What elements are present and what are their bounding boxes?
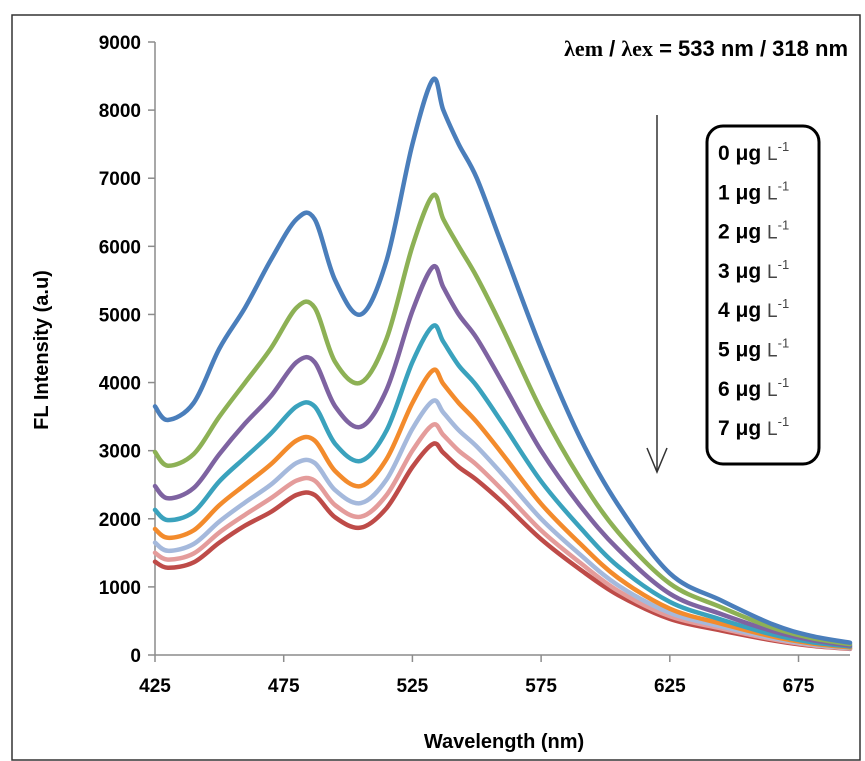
y-tick-label: 9000	[99, 33, 141, 54]
lambda-ex-label: λex	[621, 36, 653, 61]
series-line-0	[152, 76, 853, 645]
series-lines	[152, 76, 853, 652]
annotation-values: = 533 nm / 318 nm	[653, 36, 848, 61]
y-tick-label: 4000	[99, 374, 141, 395]
legend-item-7: 7 μg L-1	[718, 414, 789, 440]
series-line-4	[152, 367, 853, 650]
series-line-3	[152, 323, 853, 649]
x-tick-label: 675	[783, 676, 815, 697]
legend-item-6: 6 μg L-1	[718, 375, 789, 401]
y-tick-label: 1000	[99, 578, 141, 599]
y-tick-label: 6000	[99, 237, 141, 258]
series-line-6	[152, 422, 853, 651]
legend: 0 μg L-1 1 μg L-1 2 μg L-1 3 μg L-1 4 μg L-1…	[718, 139, 789, 440]
series-line-5	[152, 398, 853, 651]
legend-item-3: 3 μg L-1	[718, 257, 789, 283]
x-tick-label: 425	[139, 676, 171, 697]
legend-item-0: 0 μg L-1	[718, 139, 789, 165]
y-tick-label: 8000	[99, 101, 141, 122]
lambda-em-label: λem	[564, 36, 603, 61]
y-tick-label: 2000	[99, 510, 141, 531]
y-tick-label: 3000	[99, 442, 141, 463]
x-tick-label: 575	[525, 676, 557, 697]
legend-item-4: 4 μg L-1	[718, 296, 789, 322]
x-axis-ticks: 425 475 525 575 625 675	[139, 655, 815, 697]
series-line-7	[152, 441, 853, 652]
legend-item-5: 5 μg L-1	[718, 336, 789, 362]
y-tick-label: 7000	[99, 169, 141, 190]
legend-box	[705, 124, 821, 466]
x-tick-label: 475	[268, 676, 300, 697]
y-axis-ticks: 0 1000 2000 3000 4000 5000 6000 7000 8000 9000	[99, 33, 155, 667]
wavelength-annotation: λem / λex = 533 nm / 318 nm	[564, 36, 848, 61]
annotation-separator: /	[603, 36, 621, 61]
legend-item-1: 1 μg L-1	[718, 178, 789, 204]
x-tick-label: 625	[654, 676, 686, 697]
y-axis-label: FL Intensity (a.u)	[31, 270, 53, 430]
legend-item-2: 2 μg L-1	[718, 218, 789, 244]
y-tick-label: 5000	[99, 305, 141, 326]
x-tick-label: 525	[397, 676, 429, 697]
series-line-2	[152, 263, 853, 648]
x-axis-label: Wavelength (nm)	[424, 731, 584, 753]
down-arrow	[646, 115, 668, 474]
y-tick-label: 0	[130, 646, 141, 667]
series-line-1	[152, 192, 853, 647]
